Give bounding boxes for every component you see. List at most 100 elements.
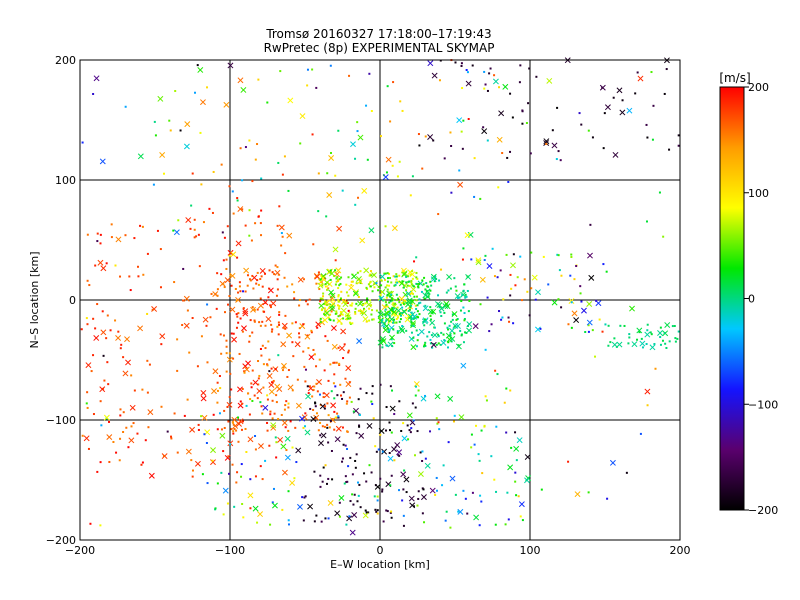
data-point-dot bbox=[220, 163, 223, 166]
data-point-cross bbox=[345, 381, 352, 388]
data-point-cross bbox=[398, 295, 405, 302]
data-point-dot bbox=[119, 414, 122, 417]
data-point-cross bbox=[604, 104, 611, 111]
data-point-dot bbox=[273, 412, 276, 415]
data-point-dot bbox=[447, 441, 450, 444]
data-point-dot bbox=[435, 417, 438, 420]
data-point-dot bbox=[417, 389, 420, 392]
data-point-dot bbox=[380, 284, 383, 287]
data-point-dot bbox=[358, 425, 361, 428]
data-point-dot bbox=[334, 283, 337, 286]
data-point-dot bbox=[86, 233, 89, 236]
data-point-dot bbox=[517, 495, 520, 498]
data-point-dot bbox=[256, 521, 259, 524]
data-point-dot bbox=[379, 293, 382, 296]
data-point-dot bbox=[350, 283, 353, 286]
data-point-dot bbox=[410, 304, 413, 307]
data-point-dot bbox=[406, 275, 409, 278]
data-point-dot bbox=[449, 131, 452, 134]
data-point-dot bbox=[329, 420, 332, 423]
data-point-dot bbox=[463, 312, 466, 315]
data-point-dot bbox=[199, 131, 202, 134]
data-point-dot bbox=[234, 287, 237, 290]
data-point-cross bbox=[250, 306, 256, 313]
data-point-cross bbox=[329, 292, 336, 299]
data-point-dot bbox=[450, 144, 453, 147]
data-point-dot bbox=[235, 326, 238, 329]
data-point-cross bbox=[430, 341, 437, 348]
data-point-cross bbox=[460, 362, 467, 369]
data-point-dot bbox=[122, 356, 125, 359]
data-point-dot bbox=[327, 287, 330, 290]
data-point-dot bbox=[659, 326, 662, 329]
data-point-dot bbox=[426, 285, 429, 288]
data-point-dot bbox=[124, 234, 127, 237]
data-point-dot bbox=[509, 273, 512, 276]
data-point-dot bbox=[335, 280, 338, 283]
data-point-cross bbox=[349, 529, 356, 536]
data-point-dot bbox=[459, 329, 462, 332]
data-point-dot bbox=[521, 299, 524, 302]
data-point-dot bbox=[304, 412, 307, 415]
data-point-dot bbox=[429, 314, 432, 317]
data-point-dot bbox=[322, 466, 325, 469]
data-point-cross bbox=[429, 319, 436, 326]
data-point-dot bbox=[383, 272, 386, 275]
data-point-dot bbox=[322, 278, 325, 281]
data-point-dot bbox=[321, 284, 324, 287]
data-point-dot bbox=[466, 289, 469, 292]
data-point-cross bbox=[322, 317, 328, 324]
data-point-dot bbox=[358, 413, 361, 416]
data-point-dot bbox=[299, 142, 302, 145]
data-point-dot bbox=[343, 482, 346, 485]
data-point-dot bbox=[467, 117, 470, 120]
data-point-cross bbox=[382, 174, 389, 181]
data-point-dot bbox=[415, 271, 418, 274]
data-point-cross bbox=[297, 503, 303, 510]
data-point-dot bbox=[347, 276, 350, 279]
data-point-dot bbox=[302, 323, 305, 326]
data-point-dot bbox=[399, 100, 402, 103]
data-point-dot bbox=[291, 322, 294, 325]
data-point-dot bbox=[355, 282, 358, 285]
data-point-cross bbox=[391, 446, 397, 453]
data-point-dot bbox=[388, 314, 391, 317]
data-point-dot bbox=[181, 323, 184, 326]
x-tick-label: 0 bbox=[377, 544, 384, 557]
data-point-dot bbox=[437, 333, 440, 336]
data-point-dot bbox=[664, 342, 667, 345]
data-point-dot bbox=[419, 301, 422, 304]
data-point-dot bbox=[411, 270, 414, 273]
data-point-cross bbox=[351, 512, 358, 518]
data-point-dot bbox=[439, 59, 442, 62]
data-point-dot bbox=[257, 383, 260, 386]
data-point-dot bbox=[258, 374, 261, 377]
data-point-dot bbox=[386, 510, 389, 513]
data-point-dot bbox=[390, 281, 393, 284]
data-point-dot bbox=[366, 287, 369, 290]
data-point-cross bbox=[310, 416, 317, 422]
data-point-dot bbox=[409, 431, 412, 434]
data-point-cross bbox=[274, 383, 281, 390]
data-point-dot bbox=[284, 252, 287, 255]
data-point-cross bbox=[457, 181, 464, 188]
data-point-dot bbox=[345, 283, 348, 286]
data-point-cross bbox=[513, 445, 520, 452]
data-point-cross bbox=[115, 236, 122, 243]
y-tick-label: −200 bbox=[46, 534, 76, 547]
data-point-dot bbox=[659, 343, 662, 346]
data-point-cross bbox=[357, 300, 364, 307]
data-point-dot bbox=[407, 438, 410, 441]
data-point-dot bbox=[361, 312, 364, 315]
data-point-cross bbox=[294, 341, 301, 348]
data-point-dot bbox=[376, 499, 379, 502]
data-point-cross bbox=[365, 301, 372, 308]
data-point-dot bbox=[325, 215, 328, 218]
data-point-dot bbox=[112, 440, 115, 443]
data-point-dot bbox=[385, 509, 388, 512]
data-point-cross bbox=[430, 308, 437, 315]
data-point-cross bbox=[227, 249, 234, 256]
data-point-dot bbox=[514, 431, 517, 434]
data-point-dot bbox=[580, 300, 583, 303]
